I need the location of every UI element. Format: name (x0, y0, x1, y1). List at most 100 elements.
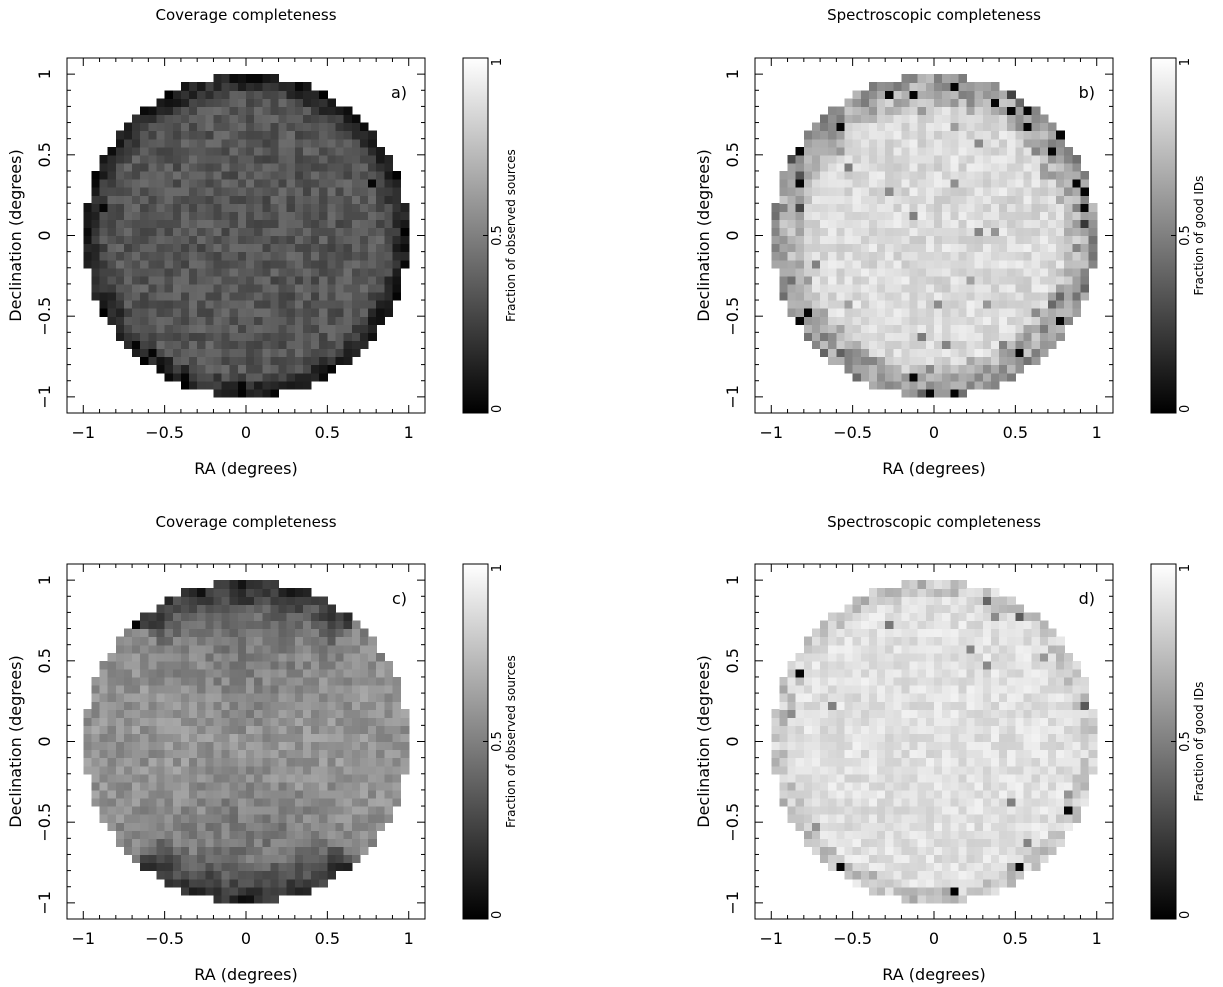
heatmap-cell (844, 106, 854, 116)
heatmap-cell (966, 806, 976, 815)
heatmap-cell (180, 211, 190, 220)
heatmap-cell (327, 701, 337, 710)
heatmap-cell (311, 364, 320, 374)
heatmap-cell (860, 162, 870, 172)
heatmap-cell (828, 332, 837, 341)
heatmap-cell (246, 749, 255, 759)
heatmap-cell (197, 227, 206, 237)
heatmap-cell (925, 235, 935, 245)
heatmap-cell (368, 693, 377, 702)
heatmap-cell (795, 154, 805, 164)
heatmap-cell (213, 620, 223, 630)
heatmap-cell (197, 356, 206, 366)
heatmap-cell (958, 300, 968, 309)
heatmap-cell (213, 636, 223, 646)
heatmap-cell (1023, 275, 1033, 285)
panel-4: Spectroscopic completeness−1 −0.5 0 0.5 1−1−… (694, 513, 1206, 984)
heatmap-cell (221, 878, 231, 888)
heatmap-cell (844, 781, 854, 791)
heatmap-cell (942, 179, 951, 188)
heatmap-cell (942, 219, 951, 229)
heatmap-cell (877, 781, 886, 791)
heatmap-cell (286, 854, 296, 864)
heatmap-cell (172, 717, 182, 726)
heatmap-cell (213, 846, 223, 856)
heatmap-cell (942, 814, 951, 823)
heatmap-cell (205, 340, 215, 350)
heatmap-cell (270, 797, 280, 807)
heatmap-cell (197, 749, 206, 759)
heatmap-cell (934, 187, 943, 196)
heatmap-cell (795, 170, 805, 180)
heatmap-cell (359, 138, 369, 148)
heatmap-cell (999, 235, 1008, 245)
heatmap-cell (270, 324, 280, 333)
heatmap-cell (180, 170, 190, 180)
heatmap-cell (278, 195, 288, 204)
heatmap-cell (246, 693, 255, 702)
heatmap-cell (787, 211, 797, 220)
heatmap-cell (828, 227, 837, 237)
heatmap-cell (925, 283, 935, 293)
heatmap-cell (958, 267, 968, 277)
heatmap-cell (148, 709, 158, 718)
heatmap-cell (254, 356, 263, 366)
heatmap-cell (836, 300, 846, 309)
heatmap-cell (893, 676, 903, 686)
heatmap-cell (278, 830, 288, 839)
heatmap-cell (107, 797, 117, 807)
heatmap-cell (795, 227, 805, 237)
heatmap-cell (115, 275, 125, 285)
heatmap-cell (836, 620, 846, 630)
heatmap-cell (197, 676, 206, 686)
heatmap-cell (868, 660, 878, 670)
heatmap-cell (950, 806, 960, 815)
heatmap-cell (828, 838, 837, 847)
heatmap-cell (1007, 146, 1016, 156)
heatmap-cell (901, 114, 911, 124)
heatmap-cell (974, 170, 984, 180)
heatmap-cell (942, 388, 951, 398)
heatmap-cell (958, 275, 968, 285)
heatmap-cell (237, 114, 247, 124)
heatmap-cell (1064, 251, 1073, 261)
heatmap-cell (359, 154, 369, 164)
heatmap-cell (950, 324, 960, 333)
heatmap-cell (359, 846, 369, 856)
heatmap-cell (262, 195, 272, 204)
heatmap-cell (860, 364, 870, 374)
heatmap-cell (925, 628, 935, 638)
heatmap-cell (1064, 308, 1073, 317)
heatmap-cell (942, 644, 951, 654)
heatmap-cell (351, 797, 361, 807)
heatmap-cell (197, 348, 206, 358)
heatmap-cell (844, 146, 854, 156)
heatmap-cell (140, 291, 149, 301)
heatmap-cell (262, 644, 272, 654)
heatmap-cell (359, 636, 369, 646)
heatmap-cell (828, 830, 837, 839)
heatmap-cell (803, 235, 813, 245)
heatmap-cell (213, 830, 223, 839)
heatmap-cell (213, 259, 223, 269)
heatmap-cell (172, 862, 182, 872)
heatmap-cell (213, 604, 223, 614)
heatmap-cell (909, 291, 919, 301)
heatmap-cell (99, 709, 109, 718)
heatmap-cell (172, 806, 182, 815)
heatmap-cell (368, 636, 377, 646)
heatmap-cell (148, 130, 158, 140)
heatmap-cell (860, 878, 870, 888)
x-tick-label: 0 (241, 929, 251, 948)
heatmap-cell (982, 243, 992, 253)
heatmap-cell (180, 154, 190, 164)
heatmap-cell (180, 130, 190, 140)
heatmap-cell (950, 170, 960, 180)
heatmap-cell (925, 146, 935, 156)
heatmap-cell (844, 332, 854, 341)
heatmap-cell (270, 130, 280, 140)
heatmap-cell (828, 203, 837, 212)
heatmap-cell (262, 98, 272, 108)
heatmap-cell (351, 227, 361, 237)
heatmap-cell (156, 838, 166, 847)
